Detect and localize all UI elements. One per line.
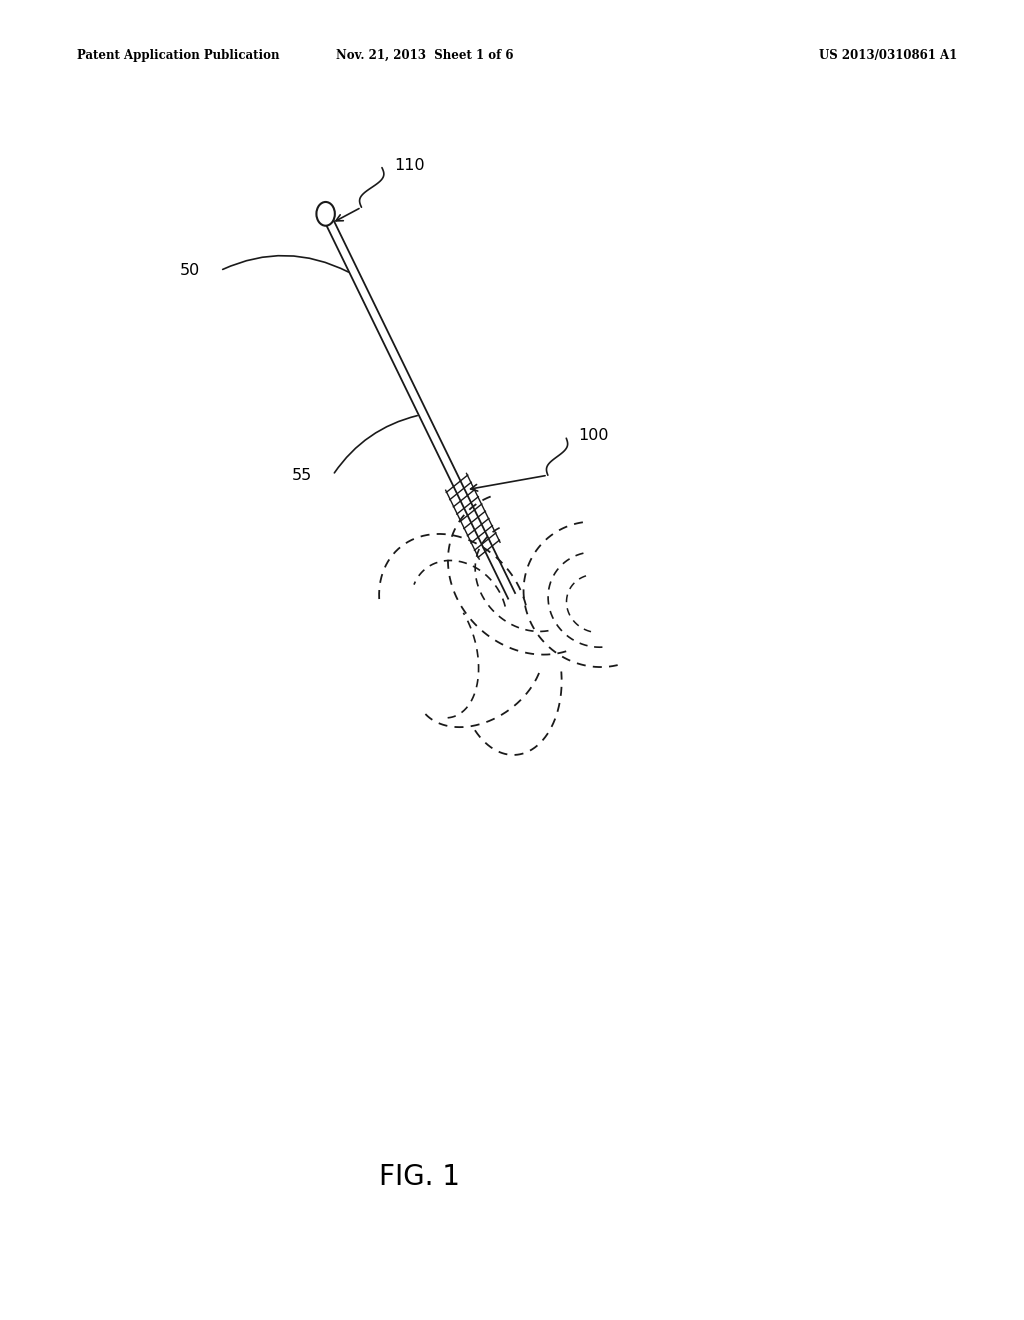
Text: Nov. 21, 2013  Sheet 1 of 6: Nov. 21, 2013 Sheet 1 of 6 (336, 49, 514, 62)
Circle shape (316, 202, 335, 226)
Text: 100: 100 (579, 428, 609, 444)
Text: 55: 55 (292, 467, 312, 483)
Text: FIG. 1: FIG. 1 (379, 1163, 461, 1192)
Text: Patent Application Publication: Patent Application Publication (77, 49, 280, 62)
Text: US 2013/0310861 A1: US 2013/0310861 A1 (819, 49, 957, 62)
Text: 110: 110 (394, 157, 425, 173)
Text: 50: 50 (179, 263, 200, 279)
